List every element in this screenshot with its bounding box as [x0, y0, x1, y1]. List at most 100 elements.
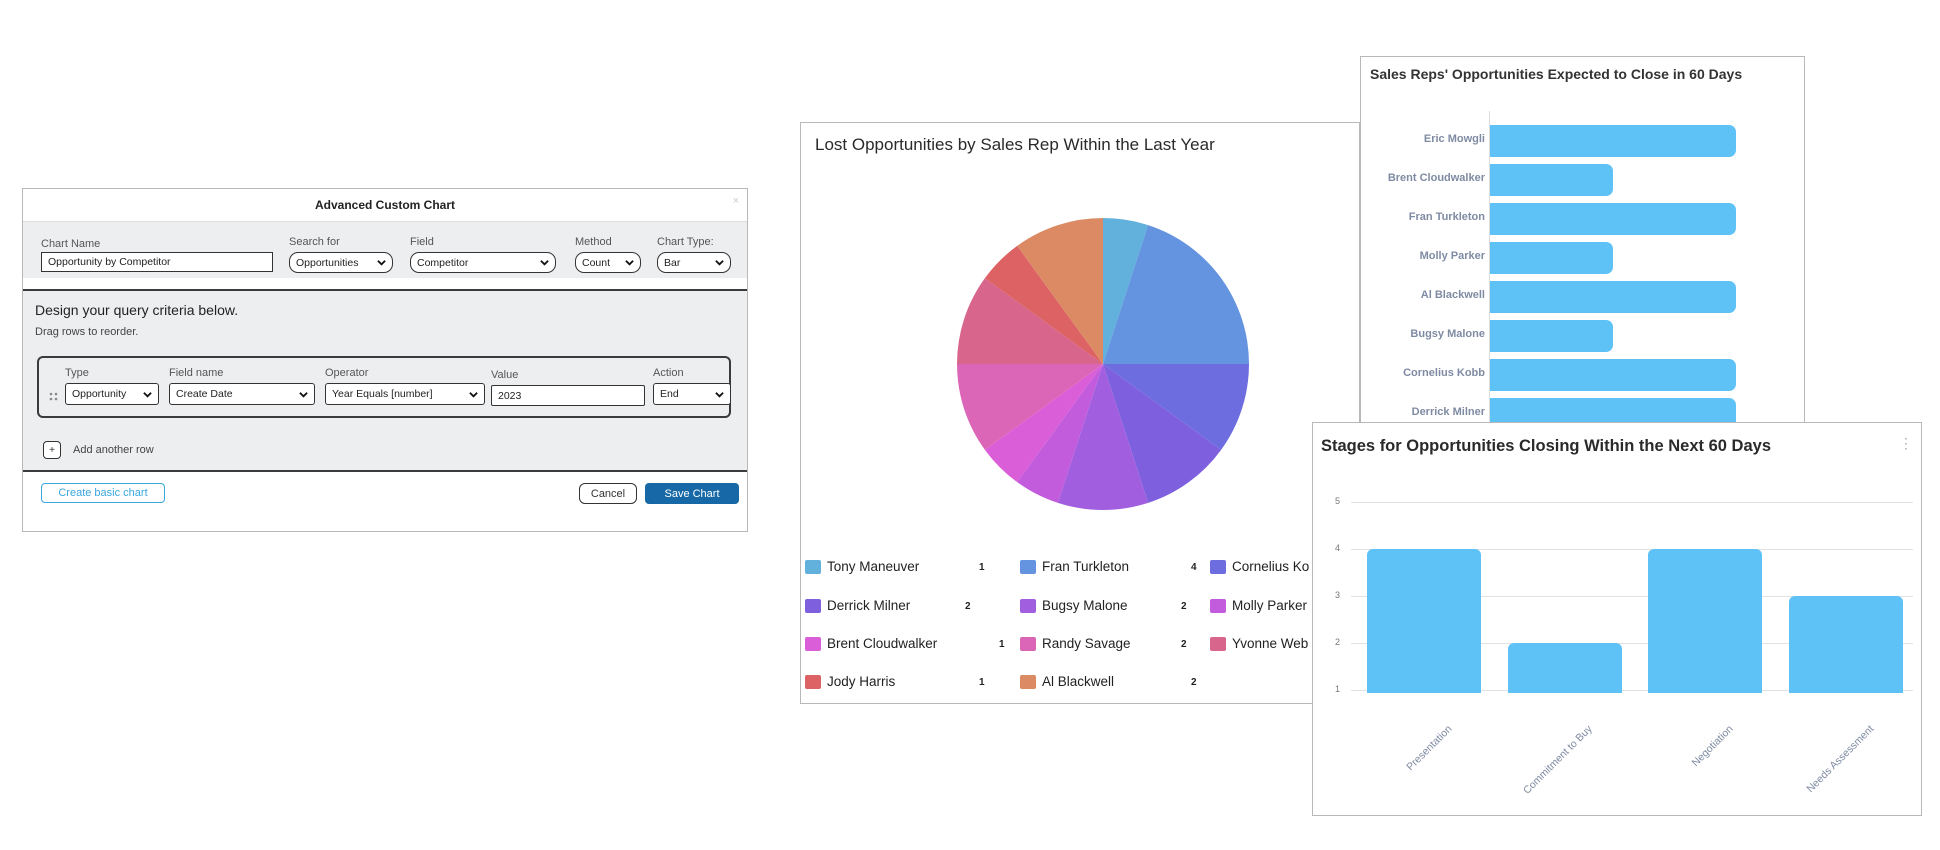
legend-label: Derrick Milner	[827, 598, 911, 613]
pie-slice-jody-harris[interactable]	[984, 245, 1103, 364]
method-value: Count	[582, 256, 611, 269]
rep-label: Brent Cloudwalker	[1387, 172, 1485, 184]
drag-handle-icon[interactable]	[49, 391, 59, 405]
legend-swatch	[805, 674, 821, 689]
legend-swatch	[1210, 598, 1226, 613]
chart-name-label: Chart Name	[41, 238, 101, 250]
rep-bar[interactable]	[1490, 125, 1736, 157]
rep-bar[interactable]	[1490, 164, 1613, 196]
sales-reps-chart-card: Sales Reps' Opportunities Expected to Cl…	[1360, 56, 1805, 447]
legend-label: Brent Cloudwalker	[827, 636, 938, 651]
legend-label: Cornelius Ko	[1232, 559, 1310, 574]
legend-value: 1	[999, 639, 1005, 650]
chevron-down-icon	[377, 260, 386, 266]
kebab-menu-icon[interactable]: ⋮	[1899, 435, 1913, 451]
legend-item[interactable]: Yvonne Web	[1210, 636, 1308, 651]
add-row-icon[interactable]: +	[43, 441, 61, 459]
legend-item[interactable]: Derrick Milner	[805, 598, 910, 613]
legend-value: 2	[1191, 677, 1197, 688]
rep-label: Fran Turkleton	[1408, 211, 1485, 223]
pie-slice-cornelius-kobb[interactable]	[1103, 364, 1249, 450]
pie-slice-tony-maneuver[interactable]	[1103, 218, 1149, 364]
rep-bar[interactable]	[1490, 320, 1613, 352]
field-value: Competitor	[417, 256, 469, 269]
field-name-label: Field name	[169, 367, 224, 379]
rep-label: Bugsy Malone	[1410, 328, 1485, 340]
legend-item[interactable]: Cornelius Ko	[1210, 559, 1309, 574]
action-value: End	[660, 388, 679, 400]
chart-type-select[interactable]: Bar	[657, 252, 731, 273]
operator-label: Operator	[325, 367, 369, 379]
pie-slice-fran-turkleton[interactable]	[1103, 225, 1249, 364]
y-tick-label: 5	[1335, 496, 1341, 506]
legend-swatch	[1020, 636, 1036, 651]
gridline	[1351, 643, 1913, 644]
close-icon[interactable]: ×	[732, 195, 739, 207]
legend-swatch	[1210, 559, 1226, 574]
reps-axis-line	[1489, 111, 1490, 447]
legend-value: 2	[965, 601, 971, 612]
search-for-select[interactable]: Opportunities	[289, 252, 393, 273]
legend-item[interactable]: Molly Parker	[1210, 598, 1307, 613]
rep-label: Derrick Milner	[1411, 406, 1485, 418]
legend-label: Tony Maneuver	[827, 559, 920, 574]
legend-item[interactable]: Fran Turkleton	[1020, 559, 1129, 574]
save-chart-button[interactable]: Save Chart	[645, 483, 739, 504]
chart-type-value: Bar	[664, 256, 681, 269]
operator-select[interactable]: Year Equals [number]	[325, 383, 485, 405]
legend-label: Yvonne Web	[1232, 636, 1309, 651]
legend-value: 1	[979, 562, 985, 573]
rep-label: Eric Mowgli	[1423, 133, 1485, 145]
value-label: Value	[491, 369, 519, 381]
value-input[interactable]: 2023	[491, 385, 645, 406]
chevron-down-icon	[299, 391, 308, 398]
legend-item[interactable]: Bugsy Malone	[1020, 598, 1128, 613]
legend-value: 2	[1181, 639, 1187, 650]
rep-bar[interactable]	[1490, 203, 1736, 235]
field-name-select[interactable]: Create Date	[169, 383, 315, 405]
field-label: Field	[410, 236, 434, 248]
chevron-down-icon	[143, 391, 152, 398]
pie-slice-yvonne-webb[interactable]	[957, 278, 1103, 364]
legend-item[interactable]: Brent Cloudwalker	[805, 636, 937, 651]
design-heading: Design your query criteria below.	[35, 302, 239, 318]
add-row-label[interactable]: Add another row	[73, 444, 154, 456]
pie-slice-brent-cloudwalker[interactable]	[984, 364, 1103, 483]
search-for-label: Search for	[289, 236, 340, 248]
stage-bar[interactable]	[1507, 643, 1622, 693]
pie-slice-bugsy-malone[interactable]	[1057, 364, 1149, 510]
stage-bar[interactable]	[1788, 596, 1903, 693]
advanced-custom-chart-dialog: Advanced Custom Chart × Chart Name Oppor…	[22, 188, 748, 532]
stage-bar[interactable]	[1648, 549, 1762, 693]
method-label: Method	[575, 236, 612, 248]
chart-name-input[interactable]: Opportunity by Competitor	[41, 252, 273, 272]
type-select[interactable]: Opportunity	[65, 383, 159, 405]
action-select[interactable]: End	[653, 383, 731, 405]
create-basic-chart-button[interactable]: Create basic chart	[41, 483, 165, 503]
rep-label: Al Blackwell	[1420, 289, 1485, 301]
legend-item[interactable]: Tony Maneuver	[805, 559, 919, 574]
gridline	[1351, 596, 1913, 597]
pie-slice-randy-savage[interactable]	[957, 364, 1103, 450]
method-select[interactable]: Count	[575, 252, 641, 273]
legend-item[interactable]: Jody Harris	[805, 674, 895, 689]
pie-slice-al-blackwell[interactable]	[1017, 218, 1103, 364]
chevron-down-icon	[715, 260, 724, 266]
field-select[interactable]: Competitor	[410, 252, 556, 273]
rep-bar[interactable]	[1490, 242, 1613, 274]
legend-value: 4	[1191, 562, 1197, 573]
y-tick-label: 4	[1335, 543, 1341, 553]
rep-bar[interactable]	[1490, 281, 1736, 313]
legend-label: Bugsy Malone	[1042, 598, 1128, 613]
chevron-down-icon	[715, 391, 724, 398]
legend-item[interactable]: Randy Savage	[1020, 636, 1131, 651]
rep-bar[interactable]	[1490, 359, 1736, 391]
pie-slice-molly-parker[interactable]	[1017, 364, 1103, 503]
legend-value: 2	[1181, 601, 1187, 612]
legend-label: Molly Parker	[1232, 598, 1308, 613]
field-name-value: Create Date	[176, 388, 233, 400]
stage-bar[interactable]	[1367, 549, 1481, 693]
pie-slice-derrick-milner[interactable]	[1103, 364, 1222, 503]
legend-item[interactable]: Al Blackwell	[1020, 674, 1114, 689]
cancel-button[interactable]: Cancel	[579, 483, 637, 504]
